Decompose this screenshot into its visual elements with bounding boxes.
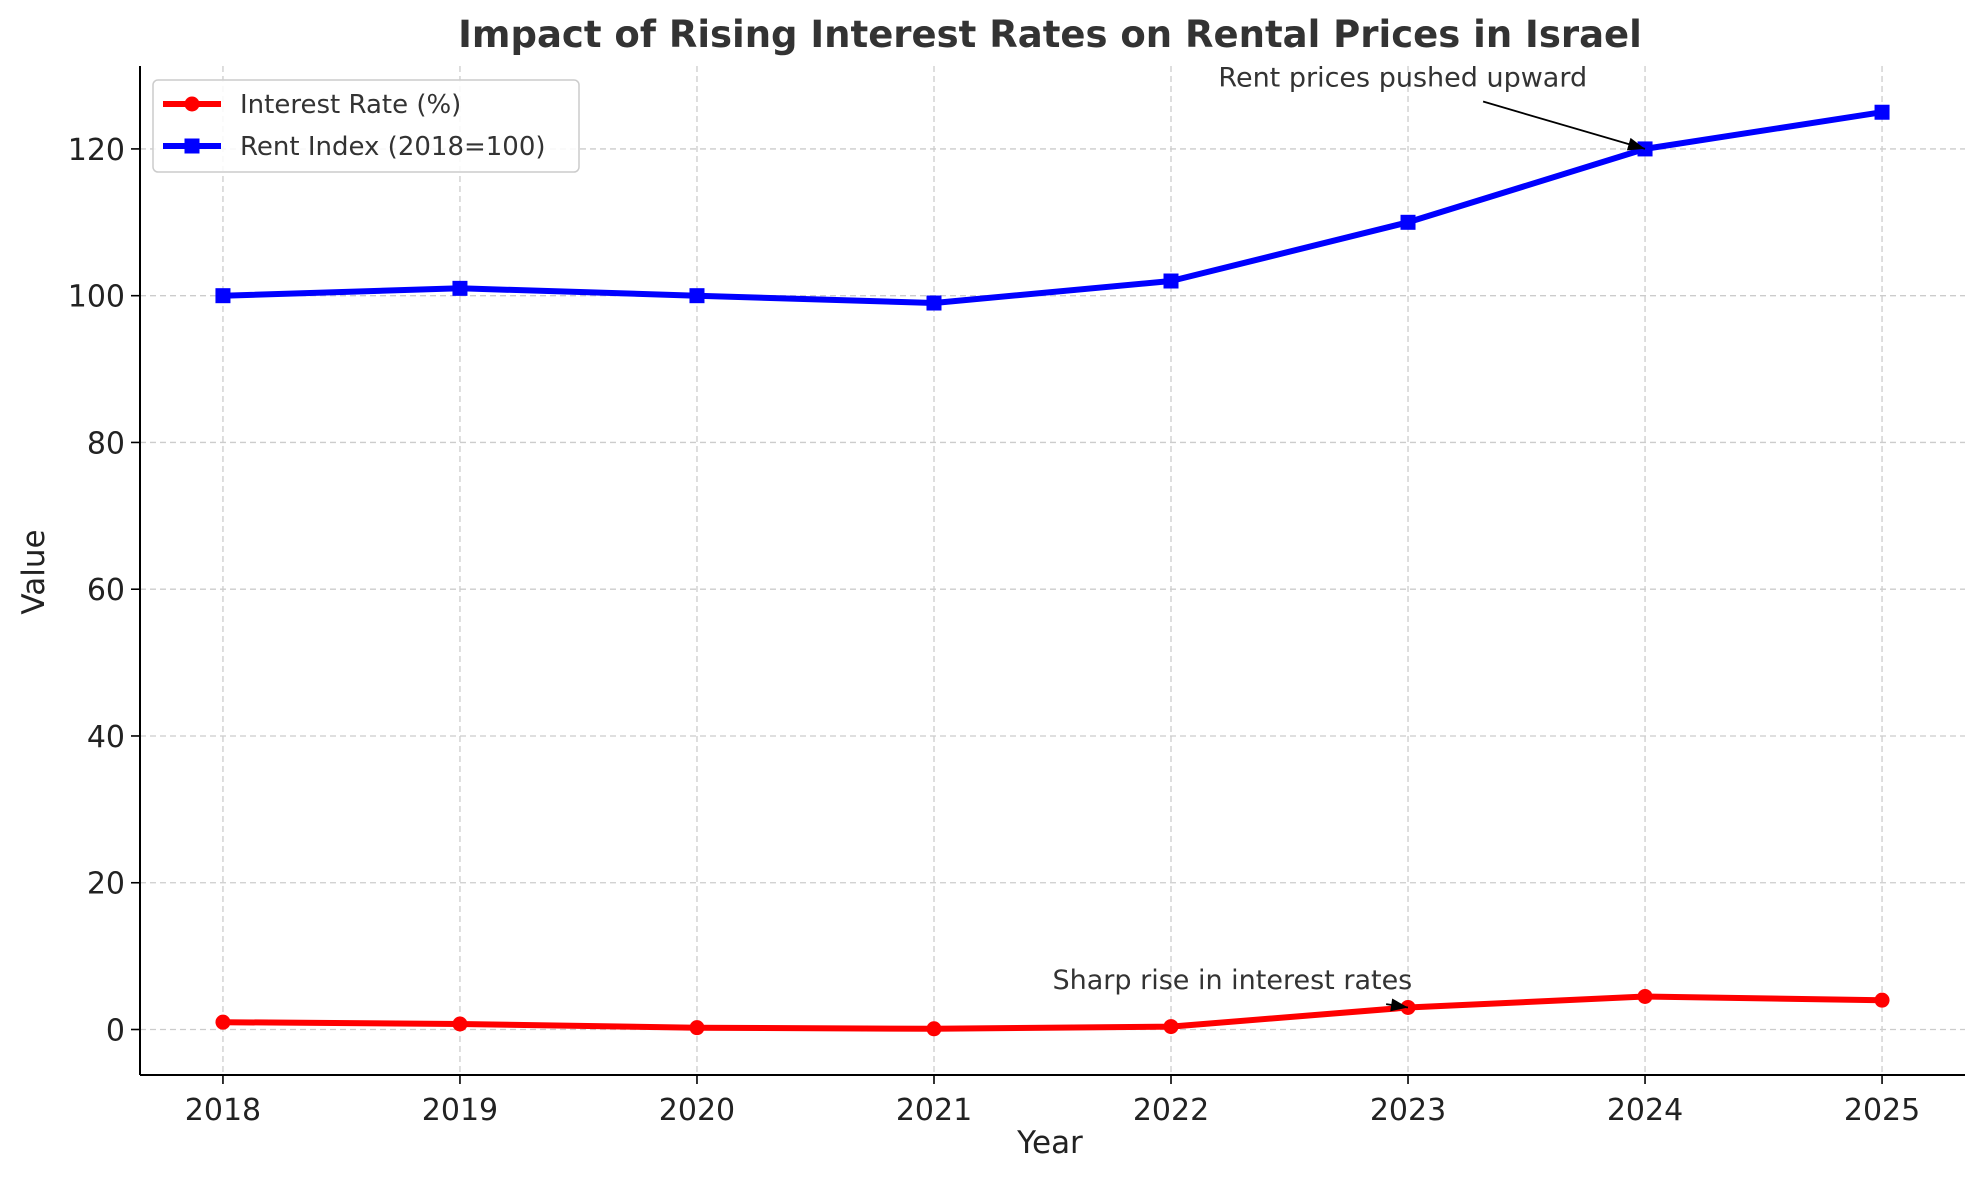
- y-tick-label-100: 100: [68, 280, 125, 315]
- annotation-text: Rent prices pushed upward: [1218, 63, 1587, 94]
- data-point-rent-index-2018-100-2022: [1163, 273, 1179, 289]
- data-point-interest-rate-2019: [452, 1016, 468, 1032]
- x-tick-label-2024: 2024: [1607, 1093, 1683, 1128]
- annotation-text: Sharp rise in interest rates: [1053, 965, 1413, 996]
- legend-item-rent-index-2018-100: Rent Index (2018=100): [163, 132, 546, 162]
- x-tick-label-2020: 2020: [659, 1093, 735, 1128]
- x-tick-label-2025: 2025: [1844, 1093, 1920, 1128]
- y-tick-label-60: 60: [87, 573, 125, 608]
- legend: Interest Rate (%) Rent Index (2018=100): [152, 79, 580, 173]
- y-tick-label-80: 80: [87, 426, 125, 461]
- x-tick-label-2023: 2023: [1370, 1093, 1446, 1128]
- y-tick-label-40: 40: [87, 720, 125, 755]
- chart-title: Impact of Rising Interest Rates on Renta…: [458, 13, 1642, 56]
- legend-box: [152, 79, 580, 173]
- data-point-rent-index-2018-100-2025: [1874, 104, 1890, 120]
- data-point-rent-index-2018-100-2019: [452, 280, 468, 296]
- annotation-arrow-head: [1390, 998, 1409, 1012]
- x-tick-label-2022: 2022: [1133, 1093, 1209, 1128]
- legend-marker-interest-rate: [184, 96, 200, 112]
- data-point-rent-index-2018-100-2018: [215, 288, 231, 304]
- legend-label-rent-index-2018-100: Rent Index (2018=100): [240, 132, 546, 162]
- series-line-interest-rate: [220, 993, 1885, 1032]
- data-point-interest-rate-2025: [1874, 992, 1890, 1008]
- legend-item-interest-rate: Interest Rate (%): [163, 90, 461, 120]
- data-point-rent-index-2018-100-2021: [926, 295, 942, 311]
- axes: 2018 2019 2020 2021 2022 2023 2024 2025 0 20 40 60 8…: [68, 66, 1965, 1128]
- annotations: Rent prices pushed upward Sharp rise in i…: [1053, 63, 1646, 1012]
- annotation-arrow-head: [1626, 137, 1646, 151]
- annotation-1: Rent prices pushed upward: [1218, 63, 1646, 151]
- annotation-2: Sharp rise in interest rates: [1053, 965, 1413, 1012]
- y-tick-label-20: 20: [87, 867, 125, 902]
- x-axis-label: Year: [1016, 1125, 1083, 1161]
- data-point-interest-rate-2020: [689, 1020, 705, 1036]
- data-point-interest-rate-2024: [1637, 988, 1653, 1004]
- y-axis-label: Value: [16, 529, 52, 614]
- series-lines: [215, 104, 1890, 1037]
- x-tick-label-2021: 2021: [896, 1093, 972, 1128]
- data-point-interest-rate-2022: [1163, 1019, 1179, 1035]
- data-point-rent-index-2018-100-2020: [689, 288, 705, 304]
- y-tick-label-0: 0: [106, 1014, 125, 1049]
- data-point-rent-index-2018-100-2023: [1400, 214, 1416, 230]
- data-point-interest-rate-2018: [215, 1014, 231, 1030]
- series-rent-index-2018-100: [215, 104, 1890, 311]
- legend-label-interest-rate: Interest Rate (%): [240, 90, 461, 120]
- x-tick-label-2018: 2018: [185, 1093, 261, 1128]
- legend-marker-rent-index-2018-100: [184, 138, 200, 154]
- y-tick-label-120: 120: [68, 133, 125, 168]
- series-line-rent-index-2018-100: [220, 109, 1885, 306]
- x-tick-label-2019: 2019: [422, 1093, 498, 1128]
- annotation-arrow-line: [1482, 100, 1646, 150]
- grid-lines: [140, 66, 1965, 1075]
- series-interest-rate: [215, 988, 1890, 1037]
- data-point-interest-rate-2021: [926, 1021, 942, 1037]
